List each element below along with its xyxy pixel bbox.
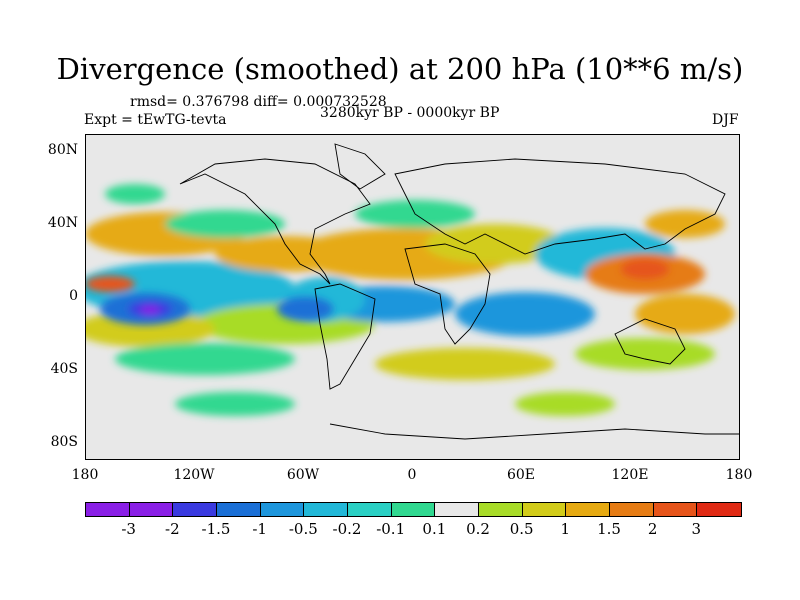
colorbar-swatch bbox=[86, 503, 130, 516]
lat-label-80s: 80S bbox=[50, 434, 78, 450]
lon-label-180w: 180 bbox=[71, 467, 99, 483]
colorbar-swatch bbox=[260, 503, 305, 516]
colorbar-swatch bbox=[566, 503, 610, 516]
experiment-label: Expt = tEwTG-tevta bbox=[84, 112, 227, 128]
divergence-field bbox=[85, 143, 740, 440]
map-panel bbox=[85, 134, 740, 460]
colorbar-swatch bbox=[522, 503, 567, 516]
colorbar-label: 2 bbox=[647, 520, 658, 538]
lon-label-60w: 60W bbox=[286, 467, 320, 483]
season-label: DJF bbox=[712, 112, 739, 128]
colorbar bbox=[85, 502, 742, 517]
colorbar-label: -0.1 bbox=[376, 520, 406, 538]
colorbar-label: -3 bbox=[121, 520, 136, 538]
colorbar-swatch bbox=[697, 503, 741, 516]
colorbar-label: -2 bbox=[165, 520, 180, 538]
colorbar-label: 1 bbox=[560, 520, 571, 538]
colorbar-swatch bbox=[391, 503, 436, 516]
plot-title: Divergence (smoothed) at 200 hPa (10**6 … bbox=[56, 52, 744, 86]
coastlines bbox=[179, 143, 740, 440]
lon-label-180e: 180 bbox=[725, 467, 753, 483]
rmsd-stats: rmsd= 0.376798 diff= 0.000732528 bbox=[130, 94, 387, 110]
lat-label-40n: 40N bbox=[47, 215, 78, 231]
colorbar-label: 0.2 bbox=[466, 520, 490, 538]
lon-label-120w: 120W bbox=[173, 467, 215, 483]
lat-label-40s: 40S bbox=[50, 361, 78, 377]
colorbar-swatch bbox=[216, 503, 261, 516]
colorbar-swatch bbox=[478, 503, 523, 516]
colorbar-label: -0.5 bbox=[288, 520, 318, 538]
colorbar-swatch bbox=[435, 503, 479, 516]
colorbar-label: -1 bbox=[252, 520, 267, 538]
colorbar-swatch bbox=[653, 503, 698, 516]
lat-label-80n: 80N bbox=[47, 142, 78, 158]
lat-label-0: 0 bbox=[69, 288, 78, 304]
colorbar-swatch bbox=[347, 503, 392, 516]
lon-label-60e: 60E bbox=[506, 467, 536, 483]
lon-label-0: 0 bbox=[407, 467, 417, 483]
map-frame bbox=[85, 134, 740, 460]
period-label: 3280kyr BP - 0000kyr BP bbox=[320, 105, 500, 121]
colorbar-label: 0.5 bbox=[509, 520, 534, 538]
colorbar-swatch bbox=[304, 503, 348, 516]
colorbar-swatch bbox=[129, 503, 174, 516]
colorbar-label: -1.5 bbox=[201, 520, 231, 538]
lon-label-120e: 120E bbox=[611, 467, 649, 483]
colorbar-label: 0.1 bbox=[422, 520, 447, 538]
colorbar-label: -0.2 bbox=[332, 520, 362, 538]
colorbar-label: 1.5 bbox=[597, 520, 621, 538]
colorbar-swatch bbox=[609, 503, 654, 516]
colorbar-label: 3 bbox=[691, 520, 702, 538]
colorbar-swatch bbox=[173, 503, 217, 516]
field-bands bbox=[85, 184, 735, 416]
